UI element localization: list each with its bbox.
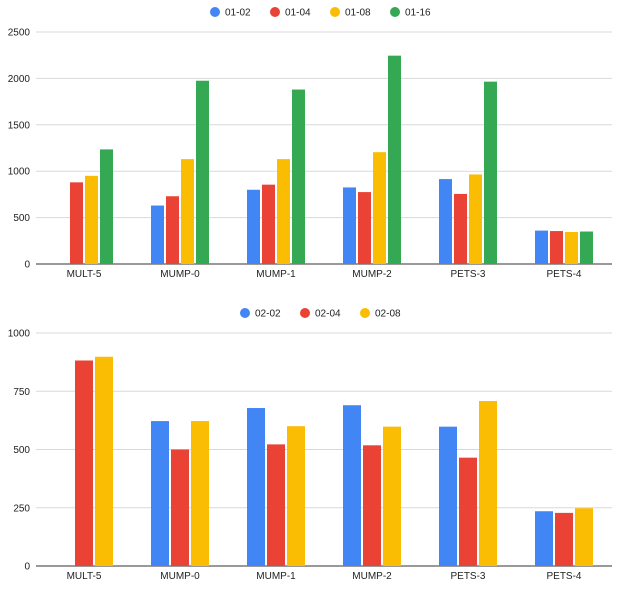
legend-label: 01-16 — [405, 8, 431, 19]
legend-swatch — [390, 7, 400, 17]
bar-01-04-MUMP-2 — [358, 192, 371, 264]
y-tick-label: 500 — [13, 445, 30, 456]
bar-02-04-MULT-5 — [75, 360, 93, 566]
chart-2: 0 250 500 750 1000 MULT-5 MUMP-0 MUMP-1 MUMP-2 PE… — [8, 308, 612, 582]
x-tick-label: PETS-3 — [450, 269, 485, 280]
y-tick-label: 750 — [13, 387, 30, 398]
bar-01-08-MULT-5 — [85, 175, 98, 264]
y-tick-label: 1000 — [8, 167, 31, 178]
bar-02-02-MUMP-1 — [247, 408, 265, 566]
y-tick-label: 1000 — [8, 329, 31, 340]
bar-01-08-MUMP-1 — [277, 159, 290, 264]
bar-02-04-MUMP-2 — [363, 445, 381, 566]
bar-01-16-MULT-5 — [100, 149, 113, 264]
y-tick-label: 2500 — [8, 28, 31, 39]
legend-swatch — [330, 7, 340, 17]
bar-02-02-PETS-3 — [439, 426, 457, 566]
bar-02-04-PETS-4 — [555, 512, 573, 566]
x-tick-label: MUMP-2 — [352, 269, 392, 280]
legend-swatch — [210, 7, 220, 17]
y-tick-label: 2000 — [8, 74, 31, 85]
bar-01-04-PETS-4 — [550, 231, 563, 264]
x-tick-label: MUMP-0 — [160, 269, 200, 280]
bar-02-08-PETS-3 — [479, 401, 497, 566]
legend-label: 01-04 — [285, 8, 311, 19]
bar-01-04-PETS-3 — [454, 193, 467, 264]
bar-01-02-PETS-3 — [439, 179, 452, 264]
x-tick-label: MULT-5 — [67, 571, 102, 582]
x-tick-label: PETS-4 — [546, 269, 581, 280]
bar-01-02-MUMP-0 — [151, 205, 164, 264]
bar-02-08-MULT-5 — [95, 356, 113, 566]
y-tick-label: 0 — [24, 562, 30, 573]
bar-01-02-PETS-4 — [535, 230, 548, 264]
legend-swatch — [360, 308, 370, 318]
bar-01-16-PETS-4 — [580, 231, 593, 264]
bar-01-04-MUMP-0 — [166, 196, 179, 264]
bar-01-08-MUMP-0 — [181, 159, 194, 264]
bar-02-02-MUMP-2 — [343, 405, 361, 566]
bar-02-02-PETS-4 — [535, 511, 553, 566]
legend-label: 02-02 — [255, 309, 281, 320]
bar-01-16-PETS-3 — [484, 81, 497, 264]
bar-01-16-MUMP-2 — [388, 55, 401, 264]
bar-01-16-MUMP-0 — [196, 80, 209, 264]
legend-swatch — [300, 308, 310, 318]
legend-label: 02-08 — [375, 309, 401, 320]
x-tick-label: MUMP-1 — [256, 269, 296, 280]
y-tick-label: 0 — [24, 260, 30, 271]
bar-02-04-MUMP-1 — [267, 444, 285, 566]
bar-02-08-MUMP-0 — [191, 421, 209, 566]
bar-01-08-MUMP-2 — [373, 152, 386, 264]
legend-swatch — [240, 308, 250, 318]
x-tick-label: MUMP-0 — [160, 571, 200, 582]
y-tick-label: 250 — [13, 503, 30, 514]
x-tick-label: MUMP-1 — [256, 571, 296, 582]
bar-02-04-MUMP-0 — [171, 449, 189, 566]
bar-01-16-MUMP-1 — [292, 89, 305, 264]
y-tick-label: 500 — [13, 213, 30, 224]
bar-02-08-PETS-4 — [575, 508, 593, 566]
bar-01-08-PETS-3 — [469, 174, 482, 264]
bar-02-04-PETS-3 — [459, 457, 477, 566]
bar-01-08-PETS-4 — [565, 231, 578, 264]
bar-02-08-MUMP-1 — [287, 426, 305, 566]
bar-02-02-MUMP-0 — [151, 421, 169, 566]
bar-01-04-MUMP-1 — [262, 184, 275, 264]
y-tick-label: 1500 — [8, 120, 31, 131]
bar-02-08-MUMP-2 — [383, 426, 401, 566]
x-tick-label: PETS-4 — [546, 571, 581, 582]
bar-01-02-MUMP-2 — [343, 187, 356, 264]
x-tick-label: MUMP-2 — [352, 571, 392, 582]
legend-label: 02-04 — [315, 309, 341, 320]
bar-01-04-MULT-5 — [70, 182, 83, 264]
legend-label: 01-02 — [225, 8, 251, 19]
x-tick-label: MULT-5 — [67, 269, 102, 280]
legend-swatch — [270, 7, 280, 17]
bar-01-02-MUMP-1 — [247, 189, 260, 264]
legend-label: 01-08 — [345, 8, 371, 19]
chart-1: 0 500 1000 1500 2000 2500 MULT-5 MUMP-0 MUMP-1 MU… — [8, 7, 612, 280]
x-tick-label: PETS-3 — [450, 571, 485, 582]
